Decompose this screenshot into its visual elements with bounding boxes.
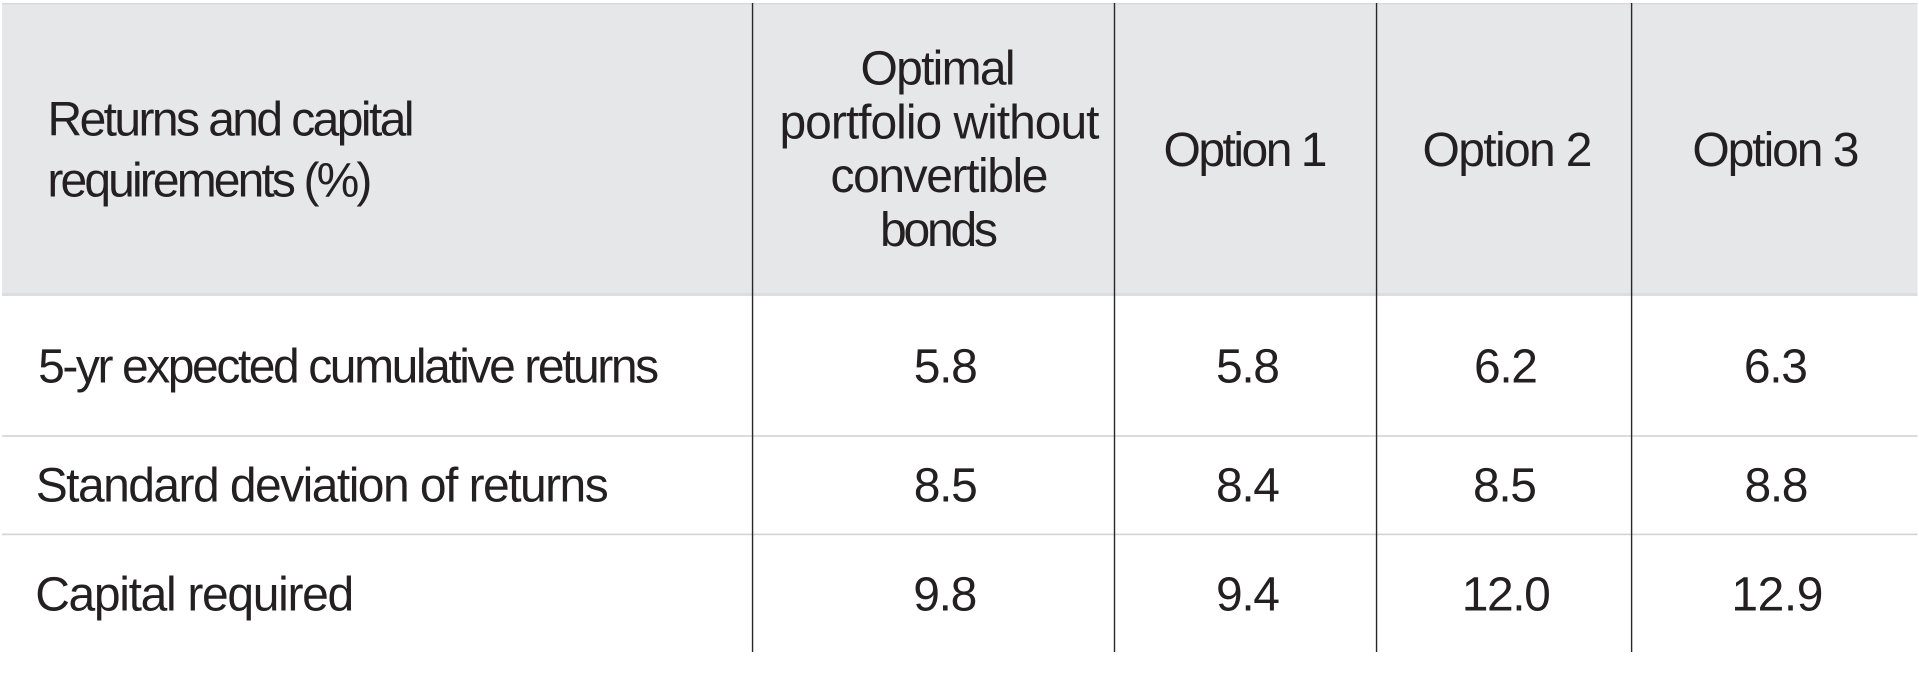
svg-text:8.5: 8.5 xyxy=(1473,459,1537,512)
svg-text:12.9: 12.9 xyxy=(1731,568,1823,621)
svg-text:8.5: 8.5 xyxy=(914,459,978,512)
svg-text:Option 1: Option 1 xyxy=(1164,124,1328,177)
svg-text:Returns and capital: Returns and capital xyxy=(48,93,415,146)
svg-text:9.4: 9.4 xyxy=(1216,568,1280,621)
svg-text:12.0: 12.0 xyxy=(1462,568,1551,621)
svg-text:portfolio without: portfolio without xyxy=(780,97,1100,150)
svg-text:bonds: bonds xyxy=(880,204,998,257)
svg-text:Option 3: Option 3 xyxy=(1692,124,1859,177)
svg-text:6.3: 6.3 xyxy=(1744,341,1808,394)
svg-text:5.8: 5.8 xyxy=(914,341,978,394)
svg-text:Standard deviation of returns: Standard deviation of returns xyxy=(36,459,609,512)
svg-text:convertible: convertible xyxy=(831,150,1049,203)
svg-text:6.2: 6.2 xyxy=(1474,341,1538,394)
svg-text:Capital required: Capital required xyxy=(35,568,354,621)
svg-text:Optimal: Optimal xyxy=(861,43,1016,96)
svg-text:requirements (%): requirements (%) xyxy=(47,155,372,208)
svg-text:8.8: 8.8 xyxy=(1745,459,1809,512)
svg-text:5.8: 5.8 xyxy=(1216,341,1280,394)
svg-text:5-yr expected cumulative retur: 5-yr expected cumulative returns xyxy=(38,341,659,394)
svg-text:Option 2: Option 2 xyxy=(1423,124,1593,177)
svg-text:9.8: 9.8 xyxy=(913,568,977,621)
svg-text:8.4: 8.4 xyxy=(1216,459,1280,512)
